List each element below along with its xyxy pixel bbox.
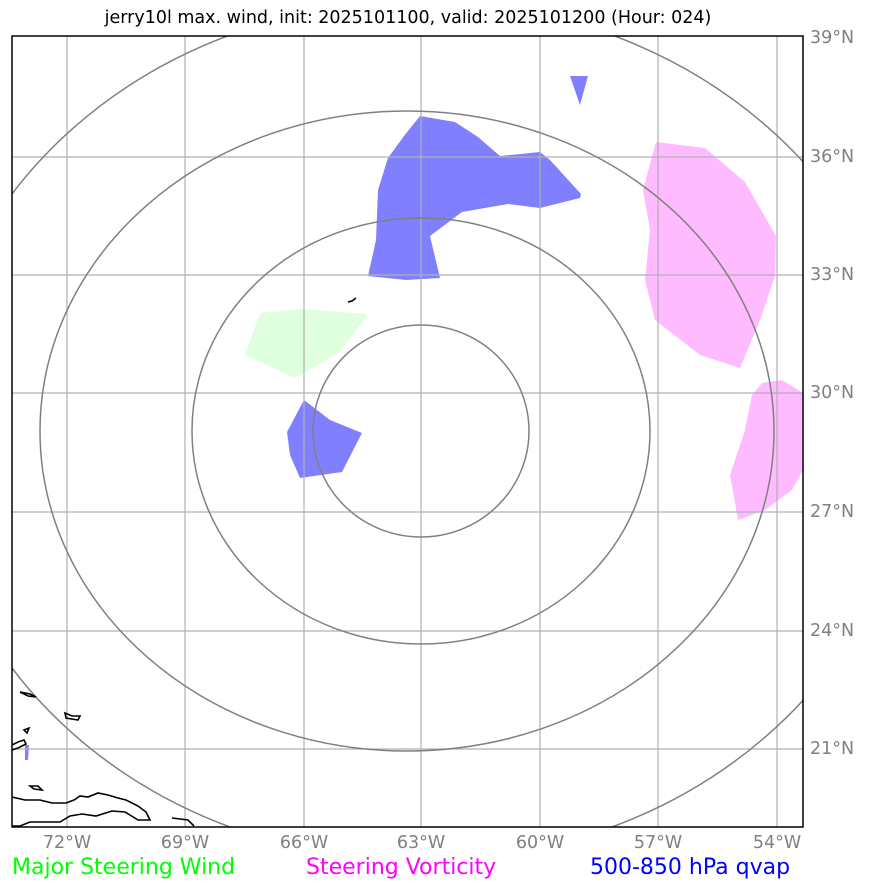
qvap-region-center bbox=[287, 400, 362, 478]
range-ring-1 bbox=[312, 324, 530, 538]
legend-qvap: 500-850 hPa qvap bbox=[590, 855, 791, 880]
island-hispaniola bbox=[12, 792, 152, 827]
lon-tick-label: 63°W bbox=[396, 833, 446, 853]
range-ring-3 bbox=[39, 110, 775, 752]
lon-tick-label: 54°W bbox=[752, 833, 802, 853]
legend-steering-vorticity: Steering Vorticity bbox=[306, 855, 497, 880]
range-rings bbox=[12, 36, 803, 827]
lat-tick-label: 36°N bbox=[810, 147, 855, 167]
vorticity-region-east bbox=[643, 142, 776, 368]
island-small bbox=[27, 785, 45, 792]
island-cuba-coast bbox=[12, 739, 28, 751]
steering-wind-region bbox=[245, 309, 368, 378]
legend-steering-wind: Major Steering Wind bbox=[12, 855, 236, 880]
lat-tick-label: 27°N bbox=[810, 502, 855, 522]
island-bahamas-2 bbox=[63, 711, 82, 721]
lat-tick-label: 24°N bbox=[810, 621, 855, 641]
qvap-region-tip bbox=[570, 76, 588, 105]
lon-tick-label: 57°W bbox=[633, 833, 683, 853]
island-bahamas-1 bbox=[19, 691, 37, 698]
vorticity-regions bbox=[643, 142, 803, 520]
lon-tick-label: 66°W bbox=[279, 833, 329, 853]
island-bermuda bbox=[347, 297, 357, 303]
island-bahamas-3 bbox=[22, 726, 31, 735]
graticule bbox=[12, 36, 803, 827]
lon-tick-label: 72°W bbox=[42, 833, 92, 853]
plot-frame bbox=[11, 35, 804, 828]
lon-tick-label: 60°W bbox=[515, 833, 565, 853]
range-ring-2 bbox=[191, 217, 651, 645]
coastlines bbox=[12, 297, 357, 827]
lat-tick-label: 39°N bbox=[810, 28, 855, 48]
qvap-region-coast bbox=[25, 745, 29, 760]
map-title: jerry10l max. wind, init: 2025101100, va… bbox=[104, 8, 712, 28]
island-puerto-rico bbox=[171, 817, 195, 827]
lat-tick-label: 21°N bbox=[810, 739, 855, 759]
lon-tick-label: 69°W bbox=[160, 833, 210, 853]
vorticity-region-southeast bbox=[730, 380, 803, 520]
lat-tick-label: 30°N bbox=[810, 383, 855, 403]
qvap-regions bbox=[25, 76, 588, 760]
lat-tick-label: 33°N bbox=[810, 265, 855, 285]
qvap-region-north bbox=[368, 116, 581, 280]
